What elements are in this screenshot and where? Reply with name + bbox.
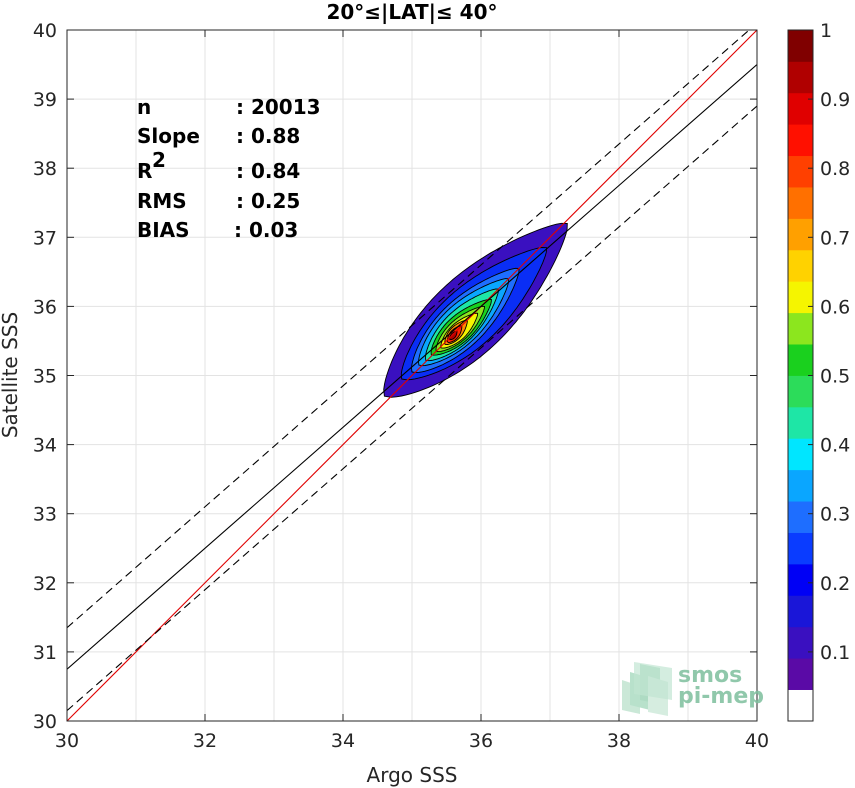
reference-lines [67,30,757,721]
colorbar-segment [788,626,813,659]
colorbar-tick-label: 0.4 [820,435,850,457]
colorbar-segment [788,563,813,596]
stat-value: : 0.88 [236,124,300,148]
y-tick-label: 38 [33,158,57,180]
colorbar-segment [788,187,813,219]
y-tick-label: 39 [33,89,57,111]
colorbar-segment [788,595,813,628]
colorbar-tick-label: 0.7 [820,227,850,249]
line-regression-upper [67,30,750,629]
stat-label-superscript: 2 [152,148,166,172]
y-tick-label: 30 [33,711,57,733]
colorbar-segment [788,469,813,502]
y-tick-label: 33 [33,504,57,526]
logo-line-1: smos [678,663,742,688]
colorbar-segment [788,406,813,439]
stat-label: RMS [137,189,187,213]
colorbar-segment [788,312,813,345]
colorbar-tick-label: 0.3 [820,504,850,526]
y-tick-label: 35 [33,366,57,388]
smos-pi-mep-logo: smos pi-mep [622,662,764,716]
y-tick-label: 31 [33,642,57,664]
colorbar-segment [788,92,813,125]
y-axis: 30 31 32 33 34 35 36 37 38 39 40 [33,20,757,733]
chart-title: 20°≤|LAT|≤ 40° [326,0,497,24]
colorbar-segment [788,532,813,565]
stat-label: R [137,159,152,183]
stat-value: : 0.25 [236,189,300,213]
colorbar-segment [788,249,813,282]
colorbar-segment [788,438,813,471]
colorbar-segment [788,501,813,533]
y-tick-label: 40 [33,20,57,42]
x-axis: 30 32 34 36 38 40 [55,30,769,752]
x-axis-label: Argo SSS [367,763,458,787]
x-tick-label: 36 [469,730,493,752]
x-tick-label: 32 [193,730,217,752]
colorbar-tick-label: 0.9 [820,89,850,111]
stat-label: Slope [137,124,200,148]
logo-line-2: pi-mep [678,684,764,709]
line-regression [67,64,757,670]
x-tick-label: 40 [745,730,769,752]
colorbar-segment [788,218,813,251]
x-tick-label: 34 [331,730,355,752]
y-tick-label: 34 [33,435,57,457]
colorbar-tick-label: 0.1 [820,642,850,664]
colorbar-segment [788,124,813,157]
colorbar-tick-label: 0.2 [820,573,850,595]
colorbar-tick-label: 0.8 [820,158,850,180]
colorbar-segment [788,155,813,188]
y-axis-label: Satellite SSS [0,312,22,438]
colorbar-segment [788,281,813,314]
stat-value: : 20013 [236,95,321,119]
colorbar-segment [788,344,813,376]
y-tick-label: 37 [33,227,57,249]
y-tick-label: 32 [33,573,57,595]
colorbar-tick-label: 0.5 [820,366,850,388]
line-identity [67,30,757,721]
stat-label: BIAS [137,218,190,242]
colorbar-segment [788,375,813,408]
x-tick-label: 30 [55,730,79,752]
x-tick-label: 38 [607,730,631,752]
stat-value: : 0.84 [236,159,300,183]
line-regression-lower [67,105,757,712]
stat-value: : 0.03 [234,218,298,242]
colorbar-segment [788,689,813,722]
stat-label: n [137,95,151,119]
colorbar-segment [788,658,813,690]
stats-box: n : 20013 Slope : 0.88 R 2 : 0.84 RMS : 0.25 BIAS… [137,95,321,242]
colorbar: 0.1 0.2 0.3 0.4 0.5 0.6 0.7 0.8 0.9 1 [787,20,850,722]
colorbar-segment [788,30,813,62]
colorbar-segment [788,61,813,94]
y-tick-label: 36 [33,296,57,318]
colorbar-tick-label: 1 [820,20,832,42]
colorbar-tick-label: 0.6 [820,296,850,318]
